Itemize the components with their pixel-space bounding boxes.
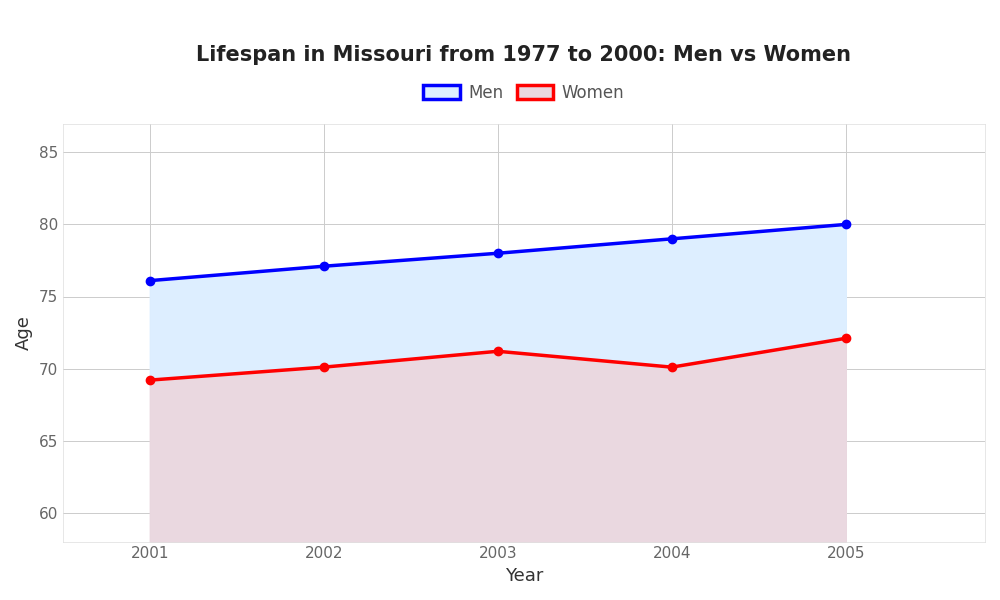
Y-axis label: Age: Age: [15, 315, 33, 350]
Title: Lifespan in Missouri from 1977 to 2000: Men vs Women: Lifespan in Missouri from 1977 to 2000: …: [196, 45, 851, 65]
X-axis label: Year: Year: [505, 567, 543, 585]
Legend: Men, Women: Men, Women: [417, 77, 631, 109]
